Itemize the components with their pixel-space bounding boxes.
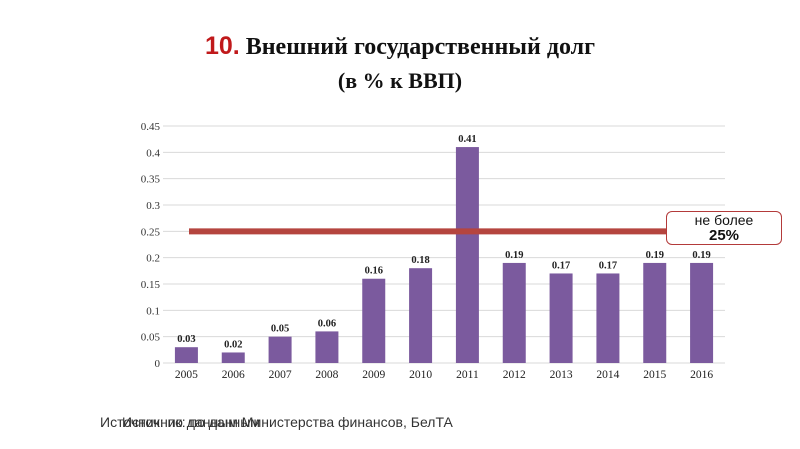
y-tick-label: 0.2 (146, 253, 160, 265)
data-label: 0.18 (411, 255, 429, 266)
data-label: 0.17 (599, 260, 617, 271)
bar (362, 278, 386, 363)
y-tick-label: 0.05 (141, 332, 161, 344)
x-tick-label: 2011 (456, 369, 479, 381)
x-tick-label: 2007 (269, 369, 292, 381)
title-number: 10. (204, 32, 240, 60)
source-note: Источник: по данным Министерства финансо… (100, 414, 453, 430)
x-tick-label: 2015 (643, 369, 666, 381)
x-tick-label: 2012 (503, 369, 526, 381)
y-axis-ticks: 0 0.05 0.1 0.15 0.2 0.25 0.3 0.35 0.4 0.45 (141, 121, 161, 370)
x-axis-ticks: 2005 2006 2007 2008 2009 2010 2011 2012 2013 2014… (175, 369, 713, 381)
y-tick-label: 0.4 (146, 147, 160, 159)
x-tick-label: 2006 (222, 369, 245, 381)
bar (455, 147, 479, 363)
y-tick-label: 0.25 (141, 226, 161, 238)
y-tick-label: 0.15 (141, 279, 161, 291)
bar (409, 268, 433, 363)
chart-title: 10. Внешний государственный долг (в % к … (0, 30, 800, 97)
data-label: 0.05 (271, 324, 289, 335)
bar (549, 273, 573, 363)
data-label: 0.19 (505, 250, 523, 261)
title-subtitle: (в % к ВВП) (337, 68, 463, 93)
x-tick-label: 2010 (409, 369, 432, 381)
bar (174, 347, 198, 363)
data-label: 0.02 (224, 339, 242, 350)
bar (690, 262, 714, 363)
x-tick-label: 2014 (596, 369, 619, 381)
y-tick-label: 0.1 (146, 305, 160, 317)
bar (502, 262, 526, 363)
y-tick-label: 0 (155, 358, 161, 370)
limit-label-line1: не более (694, 212, 754, 228)
data-labels: 0.03 0.02 0.05 0.06 0.16 0.18 0.41 0.19 0.17 0.17… (177, 134, 711, 350)
x-tick-label: 2008 (315, 369, 338, 381)
y-tick-label: 0.45 (141, 121, 161, 133)
data-label: 0.19 (646, 250, 664, 261)
bar (268, 336, 292, 363)
data-label: 0.03 (177, 334, 195, 345)
bar (643, 262, 667, 363)
x-tick-label: 2013 (550, 369, 573, 381)
title-main-line: 10. Внешний государственный долг (0, 30, 800, 63)
x-tick-label: 2005 (175, 369, 198, 381)
data-label: 0.06 (318, 318, 336, 329)
data-label: 0.16 (365, 266, 383, 277)
limit-label-line2: 25% (708, 227, 740, 244)
data-label: 0.19 (692, 250, 710, 261)
x-tick-label: 2009 (362, 369, 385, 381)
title-main: Внешний государственный долг (245, 34, 596, 60)
y-tick-label: 0.3 (146, 200, 160, 212)
data-label: 0.17 (552, 260, 570, 271)
y-tick-label: 0.35 (141, 174, 161, 186)
bar (315, 331, 339, 363)
limit-label: не более 25% (666, 211, 782, 245)
bars (174, 147, 714, 363)
gridlines (163, 125, 725, 364)
x-tick-label: 2016 (690, 369, 713, 381)
source-note-overlap: Источник: по данным (122, 414, 260, 430)
data-label: 0.41 (458, 134, 476, 145)
bar (596, 273, 620, 363)
bar (221, 352, 245, 363)
